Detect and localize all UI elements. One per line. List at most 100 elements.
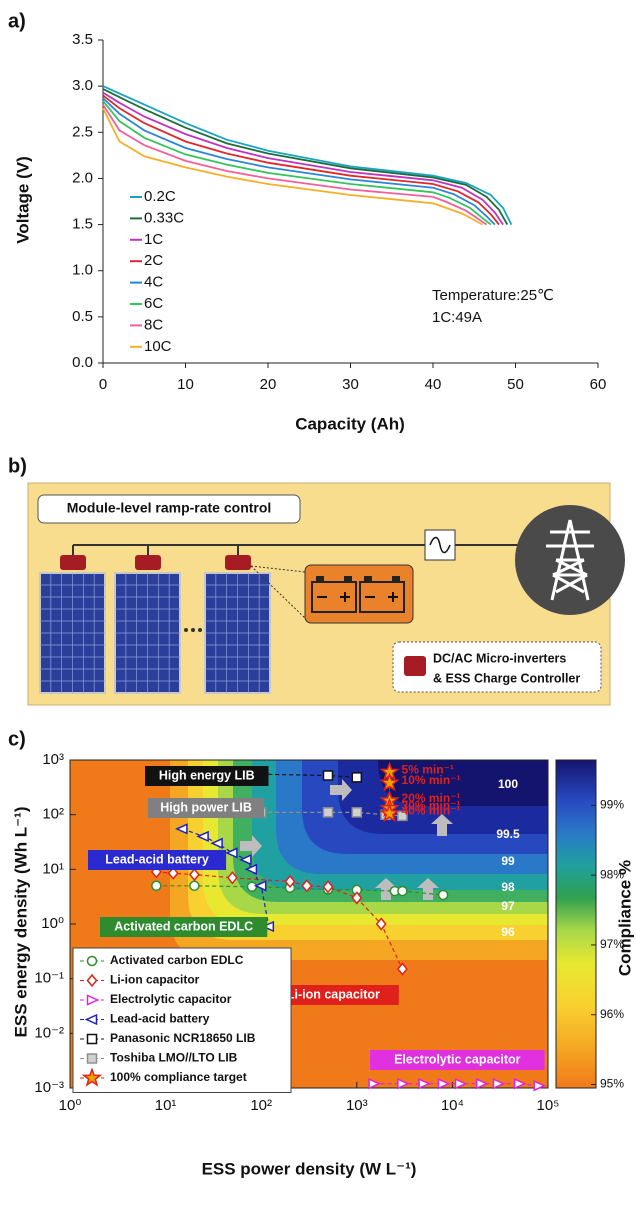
y-tick-label: 3.0 [72,77,93,94]
x-axis-title: ESS power density (W L⁻¹) [202,1159,417,1178]
arrow [240,835,262,857]
contour-label: 98 [501,880,515,894]
contour-label: 99 [501,854,515,868]
x-tick-label: 10⁵ [537,1097,560,1114]
marker [210,837,223,849]
discharge-curve [102,94,500,226]
x-tick-label: 10⁴ [441,1097,464,1114]
legend-label: 8C [144,316,163,333]
micro-inverter [225,555,251,570]
y-tick-label: 10⁻¹ [34,970,64,987]
colorbar-tick-label: 95% [600,1077,624,1091]
marker [397,885,408,897]
marker [437,1078,451,1090]
y-tick-label: 0.5 [72,308,93,325]
marker [86,994,100,1006]
marker [437,889,449,901]
marker [475,1078,489,1090]
colorbar-title: Compliance % [615,860,634,976]
marker [454,1078,468,1090]
battery [311,581,357,613]
marker [167,866,179,880]
marker [261,920,275,933]
annotation: Temperature:25℃ [432,287,554,304]
legend-label: 4C [144,274,163,291]
region-label-box [370,1050,545,1070]
discharge-curve [102,107,483,226]
target-label: 40% min⁻¹ [402,804,461,818]
region-label: High power LIB [160,800,252,814]
series-line [182,828,270,927]
solar-panels [39,545,271,694]
marker [196,830,209,843]
marker [396,962,408,976]
terminal [392,576,400,582]
y-axis-title: Voltage (V) [13,156,32,244]
discharge-curve [102,104,488,226]
connector [250,565,306,619]
terminal [344,576,352,582]
marker [322,880,334,894]
marker [189,880,200,892]
region-label: Electrolytic capacitor [394,1052,521,1066]
legend-label: 0.2C [144,188,176,205]
region-label: Lead-acid battery [105,852,209,866]
x-tick-label: 10¹ [155,1097,177,1114]
region-label: Li-ion capacitor [287,987,380,1001]
panel-label: c) [8,728,26,750]
marker [246,881,258,893]
discharge-curve [102,91,504,226]
arrow [375,878,397,900]
marker [151,880,162,892]
marker [375,917,387,931]
contour-label: 100 [498,777,518,791]
ellipsis-dot [198,628,202,632]
heatmap [70,760,548,1088]
x-tick-label: 60 [590,376,607,393]
region-label-box [268,985,399,1005]
region-label-box [148,798,265,818]
legend-label: 0.33C [144,209,184,226]
region-label-box [145,766,269,786]
y-tick-label: 10¹ [42,860,64,877]
micro-inverter [60,555,86,570]
marker [322,770,334,781]
legend-label: Activated carbon EDLC [110,953,244,967]
marker [351,807,363,818]
legend-label: Lead-acid battery [110,1012,210,1026]
x-axis-title: Capacity (Ah) [295,414,405,433]
discharge-curve [102,97,496,226]
title-box [37,494,301,524]
marker [368,1078,381,1090]
legend-label: 6C [144,295,163,312]
target-label: 10% min⁻¹ [402,773,461,787]
annotation: 1C:49A [432,309,482,326]
diagram-title: Module-level ramp-rate control [67,500,272,516]
colorbar-tick-label: 97% [600,937,624,951]
y-tick-label: 2.0 [72,169,93,186]
x-tick-label: 30 [342,376,359,393]
marker [86,955,98,967]
y-tick-label: 1.5 [72,216,93,233]
marker [86,1053,98,1064]
colorbar-tick-label: 98% [600,867,624,881]
contour-band [378,760,548,806]
y-tick-label: 1.0 [72,262,93,279]
y-axis-title: ESS energy density (Wh L⁻¹) [11,807,30,1038]
region-label: Activated carbon EDLC [114,919,253,933]
marker [351,772,363,783]
legend-label: Panasonic NCR18650 LIB [110,1031,256,1045]
marker [397,810,408,822]
legend-text: DC/AC Micro-inverters [433,651,566,665]
y-tick-label: 10⁻³ [34,1079,64,1096]
colorbar-tick-label: 99% [600,798,624,812]
marker [175,823,188,835]
target-label: 5% min⁻¹ [402,762,454,776]
marker [418,1078,431,1090]
marker [379,772,400,792]
inverter-icon [404,656,426,676]
marker [301,879,313,893]
marker [492,1078,506,1090]
y-tick-label: 3.5 [72,31,93,48]
marker [188,867,200,882]
